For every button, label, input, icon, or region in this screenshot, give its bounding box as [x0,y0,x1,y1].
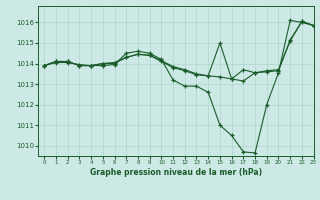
X-axis label: Graphe pression niveau de la mer (hPa): Graphe pression niveau de la mer (hPa) [90,168,262,177]
